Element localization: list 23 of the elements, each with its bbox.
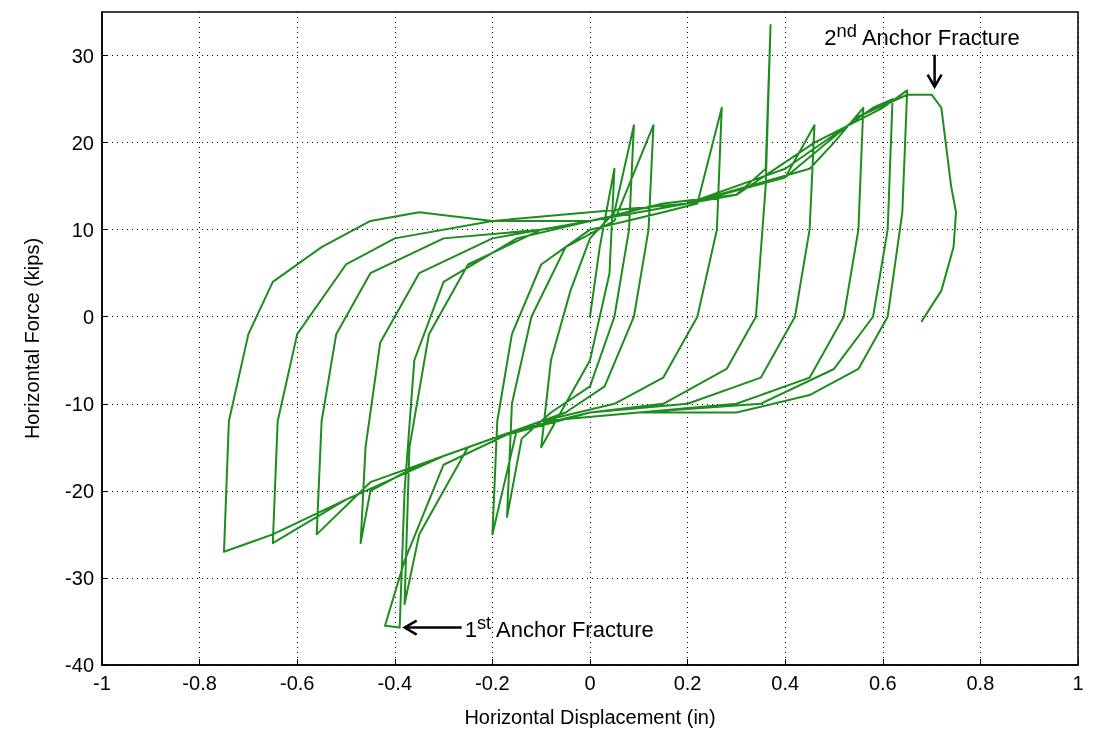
annotation: 1$^{st}$ Anchor Fracture	[464, 612, 654, 644]
x-tick-label: -0.6	[279, 672, 315, 694]
y-tick-label: -20	[65, 479, 94, 502]
y-tick-label: 0	[82, 305, 94, 328]
y-tick-label: -40	[65, 654, 94, 676]
x-tick-label: -0.2	[475, 672, 510, 694]
y-tick-label: -30	[65, 566, 94, 589]
y-tick-label: 30	[71, 44, 94, 67]
x-axis-title: Horizontal Displacement (in)	[464, 706, 716, 728]
x-tick-label: 0	[584, 672, 596, 694]
annotation: 2$^{nd}$ Anchor Fracture	[824, 19, 1020, 52]
x-tick-label: 0.8	[966, 672, 995, 694]
x-tick-label: 0.2	[673, 672, 702, 694]
y-axis-title: Horizontal Force (kips)	[21, 237, 43, 440]
y-tick-label: 10	[71, 218, 94, 241]
x-tick-label: -1	[93, 672, 111, 694]
y-tick-label: 20	[71, 131, 94, 154]
x-tick-label: 1	[1072, 672, 1084, 694]
x-tick-label: 0.6	[868, 672, 897, 694]
y-tick-label: -10	[65, 392, 94, 415]
x-tick-label: 0.4	[771, 672, 800, 694]
x-tick-label: -0.8	[182, 672, 217, 694]
x-tick-label: -0.4	[377, 672, 413, 694]
